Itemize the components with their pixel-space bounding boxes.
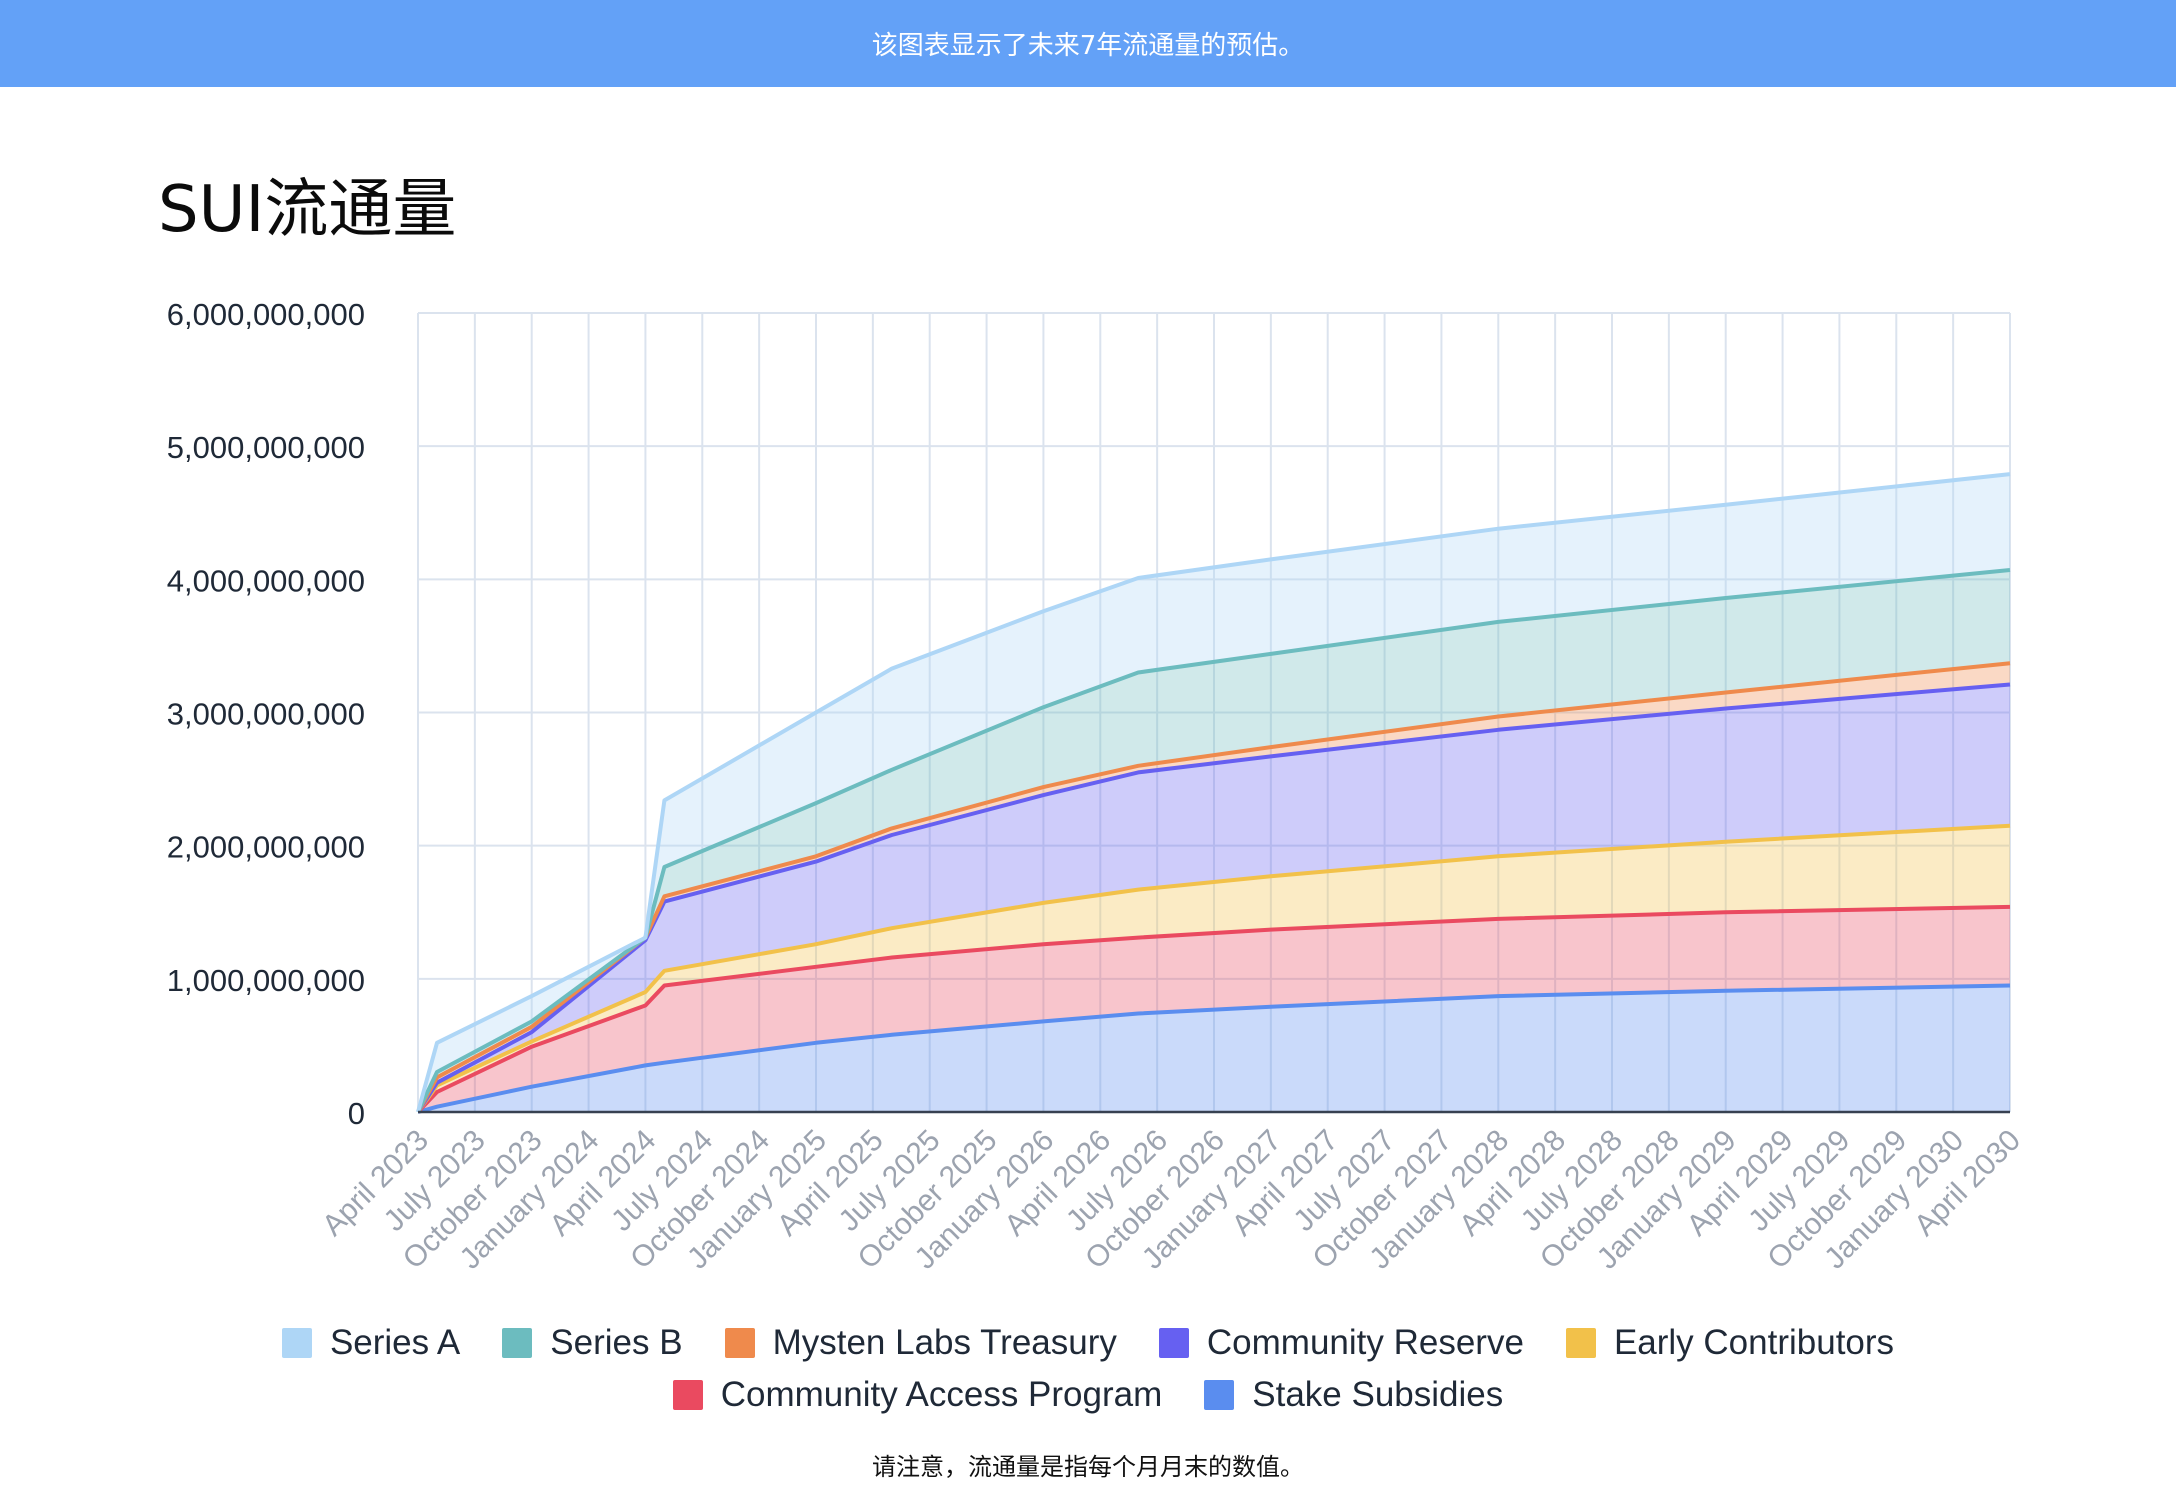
legend-item[interactable]: Mysten Labs Treasury	[724, 1323, 1117, 1363]
circulating-supply-chart: 0 1,000,000,000 2,000,000,000 3,000,000,000…	[167, 297, 2027, 1276]
series-b-line	[416, 568, 2011, 1113]
legend-item[interactable]: Early Contributors	[1565, 1323, 1895, 1363]
y-tick-label: 2,000,000,000	[167, 830, 365, 865]
legend-swatch	[502, 1328, 533, 1358]
legend-label: Early Contributors	[1613, 1323, 1895, 1362]
page-title: SUI流通量	[158, 173, 457, 247]
legend-label: Series A	[329, 1323, 461, 1362]
legend-swatch	[1158, 1328, 1189, 1358]
legend-label: Community Access Program	[720, 1375, 1163, 1414]
y-tick-label: 4,000,000,000	[167, 563, 365, 598]
community-access-program-line	[416, 904, 2011, 1114]
series-a-area	[418, 474, 2010, 1113]
legend-row-1: Series A Series B Mysten Labs Treasury Comm…	[0, 1323, 2176, 1363]
mysten-labs-treasury-line	[416, 661, 2011, 1113]
legend-swatch	[724, 1328, 755, 1358]
footnote: 请注意，流通量是指每个月月末的数值。	[872, 1453, 1304, 1481]
legend-item[interactable]: Community Reserve	[1158, 1323, 1524, 1363]
community-reserve-line	[416, 682, 2011, 1114]
legend-swatch	[281, 1328, 312, 1358]
y-tick-label: 5,000,000,000	[167, 430, 365, 465]
legend-swatch	[1565, 1328, 1596, 1358]
community-reserve-area	[418, 684, 2010, 1112]
stake-subsidies-area	[418, 985, 2010, 1112]
stake-subsidies-line	[417, 983, 2011, 1114]
y-tick-label: 0	[348, 1096, 365, 1131]
legend-swatch	[1204, 1380, 1235, 1410]
y-tick-label: 1,000,000,000	[167, 963, 365, 998]
legend-label: Community Reserve	[1206, 1323, 1524, 1362]
series-a-line	[416, 472, 2011, 1113]
y-tick-label: 3,000,000,000	[167, 697, 365, 732]
legend-label: Mysten Labs Treasury	[772, 1323, 1117, 1362]
y-tick-label: 6,000,000,000	[167, 297, 365, 332]
series-lines	[416, 472, 2011, 1114]
areas	[418, 474, 2010, 1113]
legend-label: Stake Subsidies	[1252, 1375, 1504, 1414]
top-banner: 该图表显示了未来7年流通量的预估。	[0, 0, 2176, 87]
banner-text: 该图表显示了未来7年流通量的预估。	[871, 31, 1305, 61]
legend-item[interactable]: Community Access Program	[672, 1375, 1163, 1415]
legend-swatch	[672, 1380, 703, 1410]
legend-item[interactable]: Series A	[281, 1323, 461, 1363]
legend-item[interactable]: Series B	[502, 1323, 683, 1363]
legend-item[interactable]: Stake Subsidies	[1204, 1375, 1503, 1415]
series-b-area	[418, 570, 2010, 1112]
legend-label: Series B	[550, 1323, 683, 1362]
legend-row-2: Community Access Program Stake Subsidies	[0, 1375, 2176, 1415]
early-contributors-area	[418, 825, 2010, 1112]
early-contributors-line	[416, 823, 2011, 1114]
